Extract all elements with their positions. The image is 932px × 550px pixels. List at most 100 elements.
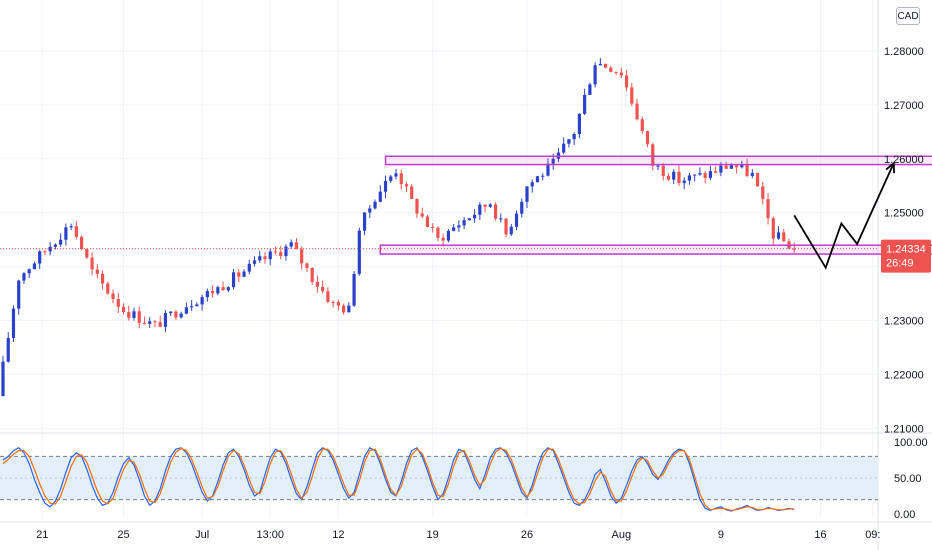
candle-body [614, 71, 618, 73]
candle-body [488, 204, 492, 207]
time-tick-label: 26 [521, 529, 533, 541]
candle-body [745, 164, 749, 176]
candle-body [22, 273, 26, 281]
candle-body [656, 165, 660, 167]
candle-body [415, 198, 419, 214]
time-tick-label: 21 [36, 529, 48, 541]
candle-body [651, 144, 655, 166]
candle-body [216, 287, 220, 294]
time-tick-label: Aug [612, 529, 632, 541]
candle-body [352, 273, 356, 306]
candle-body [462, 220, 466, 226]
candle-body [294, 242, 299, 250]
candle-body [64, 227, 68, 240]
candle-body [755, 172, 760, 187]
price-tick-label: 1.23000 [884, 316, 924, 328]
candle-body [11, 308, 16, 338]
price-tick-label: 1.25000 [884, 208, 924, 220]
candle-body [698, 173, 702, 175]
candle-body [132, 311, 136, 318]
candle-body [724, 165, 728, 169]
candle-body [750, 172, 754, 176]
price-tick-label: 1.27000 [884, 100, 924, 112]
candle-body [687, 175, 692, 181]
candle-body [551, 158, 555, 164]
candle-body [635, 103, 639, 120]
candle-body [473, 214, 477, 219]
candle-body [148, 321, 152, 324]
candle-body [247, 263, 251, 272]
candle-body [43, 251, 47, 253]
candle-body [431, 226, 435, 228]
candle-body [520, 201, 524, 214]
zone-resistance[interactable] [384, 155, 932, 166]
candle-body [362, 212, 367, 231]
candle-body [69, 226, 73, 228]
candle-body [153, 321, 157, 323]
candle-body [693, 174, 697, 176]
candle-body [420, 213, 424, 217]
time-tick-label: Jul [195, 529, 209, 541]
candle-body [174, 311, 178, 318]
candle-body [347, 305, 351, 313]
candle-body [493, 204, 498, 219]
candle-body [169, 311, 173, 314]
candle-body [708, 171, 712, 178]
time-tick-label: 12 [332, 529, 344, 541]
candle-body [121, 306, 126, 312]
candle-body [541, 175, 545, 177]
candle-body [645, 131, 650, 145]
candle-body [483, 204, 487, 207]
candle-body [106, 283, 110, 294]
stoch-line-k [2, 446, 795, 512]
candle-body [404, 184, 409, 187]
candle-body [446, 230, 450, 241]
candle-body [609, 67, 613, 72]
candle-body [221, 287, 225, 291]
candle-body [598, 63, 602, 66]
zone-support[interactable] [379, 244, 932, 255]
candle-body [90, 257, 94, 270]
candle-body [127, 311, 131, 318]
candle-body [237, 272, 241, 277]
candle-body [32, 263, 37, 270]
candle-body [116, 298, 120, 307]
candle-body [80, 236, 84, 250]
current-price-badge [881, 239, 931, 273]
candle-body [672, 171, 676, 180]
currency-badge[interactable]: CAD [896, 7, 920, 25]
candle-body [211, 291, 215, 294]
candle-body [457, 225, 461, 228]
projection-path[interactable] [793, 162, 895, 270]
candle-body [205, 291, 209, 298]
time-tick-label: 9 [718, 529, 724, 541]
candle-body [59, 239, 63, 245]
bar-countdown-label: 26:49 [886, 258, 914, 270]
candle-body [263, 256, 267, 260]
candle-body [761, 186, 765, 200]
candle-body [514, 213, 519, 227]
candle-body [368, 208, 372, 213]
candle-body [158, 322, 162, 327]
candle-body [17, 280, 21, 309]
candle-body [572, 133, 576, 140]
candle-body [740, 164, 744, 168]
candle-body [661, 165, 665, 176]
candle-body [357, 230, 361, 274]
candle-body [436, 227, 440, 238]
candle-body [394, 173, 398, 177]
candle-body [389, 176, 393, 181]
candle-body [179, 313, 183, 318]
candle-body [509, 226, 513, 235]
candle-body [279, 252, 283, 257]
candle-body [478, 204, 482, 215]
candle-body [336, 302, 340, 306]
candle-body [273, 251, 278, 253]
candle-body [1, 361, 5, 396]
candle-body [53, 244, 57, 247]
current-price-label: 1.24334 [886, 244, 926, 256]
candle-body [771, 218, 775, 239]
candle-body [95, 269, 99, 274]
price-tick-label: 1.26000 [884, 154, 924, 166]
